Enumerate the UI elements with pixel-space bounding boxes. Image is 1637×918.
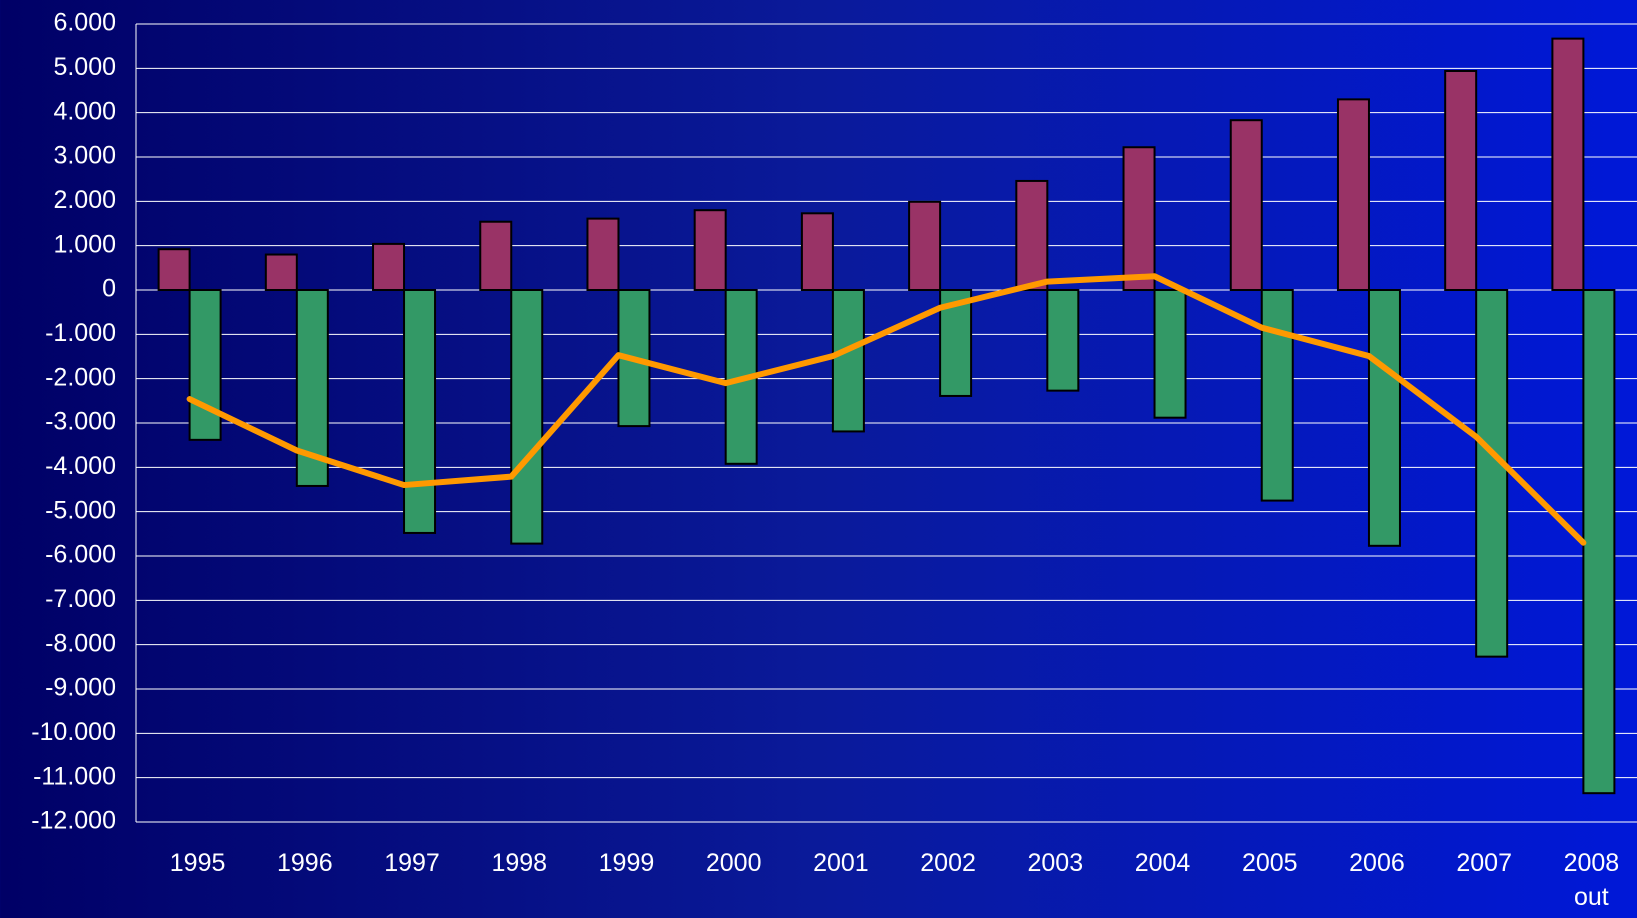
y-tick-label: -10.000	[31, 718, 116, 746]
bar	[1015, 179, 1049, 291]
y-tick-label: -8.000	[45, 629, 116, 657]
y-tick-label: 4.000	[53, 97, 116, 125]
x-tick-label: 1999	[598, 849, 655, 877]
y-tick-label: 3.000	[53, 142, 116, 170]
bar	[157, 248, 191, 291]
x-tick-label: 2000	[705, 849, 762, 877]
x-tick-label: 1997	[384, 849, 440, 877]
x-tick-label: 2004	[1134, 849, 1191, 877]
bar	[1551, 37, 1585, 291]
bar	[372, 242, 406, 291]
bar	[510, 289, 544, 545]
bar	[1444, 69, 1478, 291]
bar	[693, 209, 727, 291]
x-tick-label: 1998	[491, 849, 548, 877]
y-tick-label: -6.000	[45, 541, 116, 569]
y-tick-label: 6.000	[53, 9, 116, 37]
y-tick-label: -11.000	[33, 762, 116, 790]
y-tick-label: 0	[102, 275, 116, 303]
bar	[1260, 289, 1294, 502]
x-tick-label: 2007	[1456, 849, 1512, 877]
bar	[831, 289, 865, 433]
y-tick-label: 5.000	[53, 53, 116, 81]
bar	[1229, 119, 1263, 291]
bar	[1367, 289, 1401, 547]
bar	[479, 220, 513, 291]
bar	[800, 212, 834, 291]
y-tick-label: -7.000	[45, 585, 116, 613]
y-tick-label: 2.000	[53, 186, 116, 214]
bar	[403, 289, 437, 534]
x-tick-label: 2008 out	[1563, 849, 1620, 911]
x-tick-label: 1996	[277, 849, 333, 877]
bar	[1122, 146, 1156, 291]
y-tick-label: -2.000	[45, 363, 116, 391]
line	[186, 273, 1587, 546]
y-tick-label: -9.000	[45, 674, 116, 702]
bar	[1582, 289, 1616, 795]
bar	[586, 217, 620, 291]
y-tick-label: 1.000	[53, 230, 116, 258]
x-tick-label: 2003	[1027, 849, 1084, 877]
x-tick-label: 2001	[813, 849, 869, 877]
bar	[188, 289, 222, 441]
x-tick-label: 1995	[169, 849, 226, 877]
y-tick-label: -12.000	[31, 807, 116, 835]
bar	[1046, 289, 1080, 392]
y-tick-label: -5.000	[45, 496, 116, 524]
y-tick-label: -1.000	[45, 319, 116, 347]
y-tick-label: -3.000	[45, 408, 116, 436]
bar	[1336, 98, 1370, 291]
x-tick-label: 2005	[1241, 849, 1298, 877]
y-tick-label: -4.000	[45, 452, 116, 480]
bar	[908, 200, 942, 292]
bar	[1153, 289, 1187, 419]
bar	[1475, 289, 1509, 658]
x-tick-label: 2002	[920, 849, 976, 877]
x-tick-label: 2006	[1349, 849, 1405, 877]
bar	[264, 253, 298, 292]
